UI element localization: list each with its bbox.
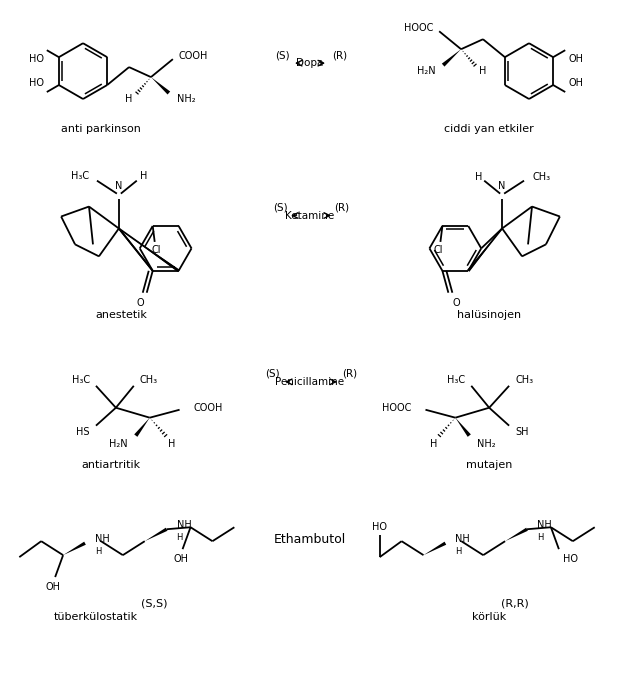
Polygon shape [134,418,150,437]
Text: H₃C: H₃C [447,375,465,385]
Text: H: H [125,94,133,104]
Text: (S): (S) [273,202,288,213]
Text: (R): (R) [334,202,350,213]
Polygon shape [151,77,170,94]
Text: H: H [455,547,462,556]
Polygon shape [505,528,528,541]
Text: HOOC: HOOC [404,23,433,34]
Text: N: N [115,181,122,191]
Text: OH: OH [568,54,583,64]
Text: O: O [137,298,145,308]
Text: (R): (R) [342,369,358,379]
Text: H₃C: H₃C [71,171,89,181]
Polygon shape [424,542,446,555]
Text: CH₃: CH₃ [532,172,550,182]
Polygon shape [145,528,168,541]
Text: (R): (R) [332,50,347,60]
Polygon shape [119,228,179,272]
Text: NH: NH [176,521,191,530]
Text: Penicillamine: Penicillamine [276,377,345,387]
Text: ciddi yan etkiler: ciddi yan etkiler [444,124,534,134]
Text: Cl: Cl [433,245,443,255]
Text: H: H [176,534,183,542]
Polygon shape [467,228,502,272]
Text: N: N [499,181,506,191]
Text: H₃C: H₃C [72,375,90,385]
Text: HO: HO [29,78,44,88]
Text: NH: NH [95,534,110,544]
Text: NH₂: NH₂ [177,94,196,104]
Text: H₂N: H₂N [417,66,435,76]
Text: HS: HS [76,427,90,436]
Text: H: H [95,547,101,556]
Text: OH: OH [568,78,583,88]
Text: COOH: COOH [194,403,223,412]
Text: mutajen: mutajen [466,460,512,469]
Text: H: H [168,438,175,449]
Polygon shape [455,418,471,437]
Text: (S): (S) [265,369,279,379]
Text: H: H [140,171,147,181]
Text: H: H [430,438,437,449]
Text: COOH: COOH [179,51,208,61]
Text: H₂N: H₂N [109,438,128,449]
Text: H: H [537,534,543,542]
Text: H: H [474,172,482,182]
Text: tüberkülostatik: tüberkülostatik [54,612,138,622]
Text: (S): (S) [275,50,289,60]
Polygon shape [63,542,86,555]
Text: Cl: Cl [152,245,161,255]
Text: halüsinojen: halüsinojen [457,310,521,320]
Text: körlük: körlük [472,612,506,622]
Text: anti parkinson: anti parkinson [61,124,141,134]
Text: OH: OH [46,582,61,592]
Text: O: O [453,298,460,308]
Text: CH₃: CH₃ [140,375,158,385]
Text: (R,R): (R,R) [501,599,529,609]
Text: HOOC: HOOC [382,403,412,412]
Text: HO: HO [563,554,578,564]
Text: NH₂: NH₂ [478,438,496,449]
Text: Ethambutol: Ethambutol [274,533,346,546]
Text: CH₃: CH₃ [515,375,533,385]
Text: OH: OH [173,554,188,564]
Text: H: H [479,66,487,76]
Text: anestetik: anestetik [95,310,147,320]
Text: Ketamine: Ketamine [286,211,335,220]
Text: Dopa: Dopa [296,58,324,68]
Text: NH: NH [537,521,551,530]
Text: (S,S): (S,S) [142,599,168,609]
Text: HO: HO [372,523,387,532]
Text: SH: SH [515,427,528,436]
Text: HO: HO [29,54,44,64]
Text: NH: NH [455,534,470,544]
Text: antiartritik: antiartritik [81,460,140,469]
Polygon shape [442,49,461,66]
